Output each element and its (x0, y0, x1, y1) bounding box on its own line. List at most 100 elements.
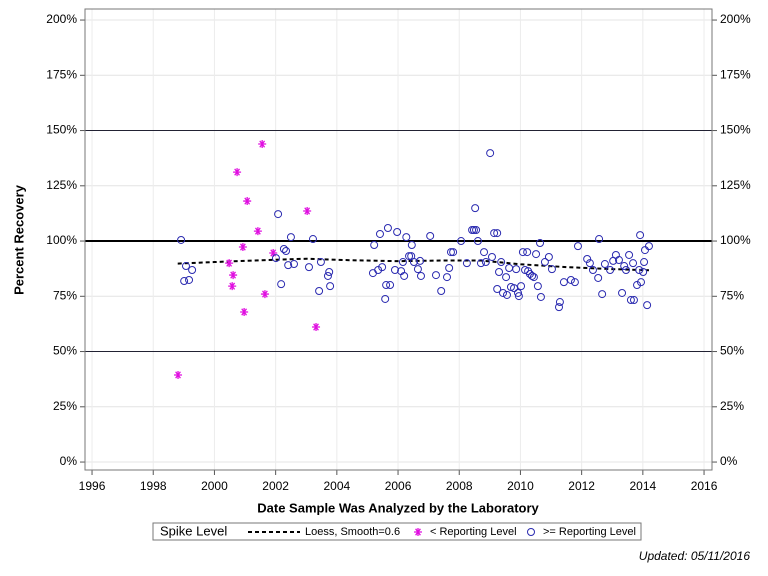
y2-tick-label: 175% (720, 67, 751, 81)
circle-point (566, 275, 575, 284)
y-tick-label: 50% (53, 344, 77, 358)
y2-tick-label: 150% (720, 123, 751, 137)
circle-point (279, 245, 288, 254)
circle-point (502, 273, 511, 282)
circle-point (502, 290, 511, 299)
x-tick-label: 1998 (140, 479, 167, 493)
y-tick-label: 125% (46, 178, 77, 192)
legend-label: Loess, Smooth=0.6 (305, 526, 400, 538)
star-point (225, 259, 234, 268)
circle-point (626, 296, 635, 305)
circle-point (606, 265, 615, 274)
circle-point (282, 246, 291, 255)
circle-point (614, 256, 623, 265)
star-point (258, 140, 267, 149)
y2-tick-label: 75% (720, 288, 744, 302)
circle-point (643, 301, 652, 310)
circle-point (325, 267, 334, 276)
y-tick-label: 100% (46, 233, 77, 247)
y-tick-label: 25% (53, 399, 77, 413)
circle-point (177, 235, 186, 244)
x-tick-label: 2002 (262, 479, 289, 493)
circle-point (588, 265, 597, 274)
legend-title: Spike Level (160, 523, 227, 538)
circle-point (316, 258, 325, 267)
circle-point (481, 258, 490, 267)
circle-point (277, 280, 286, 289)
circle-point (529, 273, 538, 282)
star-point (260, 290, 269, 299)
circle-point (290, 260, 298, 269)
circle-point (536, 292, 545, 301)
y-tick-label: 200% (46, 12, 77, 26)
y2-tick-label: 200% (720, 12, 751, 26)
circle-point (644, 242, 653, 251)
circle-point (378, 263, 387, 272)
circle-point (274, 210, 283, 219)
circle-point (443, 273, 452, 282)
circle-point (284, 261, 293, 270)
star-point (269, 248, 278, 257)
circle-point (407, 241, 416, 250)
circle-point (416, 256, 425, 265)
circle-point (374, 265, 383, 274)
legend-swatch (414, 528, 422, 536)
y-tick-label: 150% (46, 123, 77, 137)
circle-point (323, 271, 332, 280)
y2-tick-label: 125% (720, 178, 751, 192)
circle-point (493, 285, 502, 294)
footnote: Updated: 05/11/2016 (639, 549, 751, 563)
circle-point (398, 258, 407, 267)
circle-point (486, 149, 495, 158)
legend-label: >= Reporting Level (543, 526, 636, 538)
x-tick-label: 2012 (568, 479, 595, 493)
circle-point (629, 259, 638, 268)
x-tick-label: 2014 (629, 479, 656, 493)
star-point (238, 243, 247, 252)
circle-point (476, 259, 485, 268)
circle-point (381, 294, 390, 303)
circle-point (637, 278, 646, 287)
x-axis-label: Date Sample Was Analyzed by the Laborato… (257, 500, 539, 515)
circle-point (559, 278, 568, 287)
circle-point (431, 271, 440, 280)
x-tick-label: 2006 (385, 479, 412, 493)
circle-point (326, 282, 335, 291)
circle-point (472, 225, 481, 234)
circle-point (633, 281, 642, 290)
circle-point (286, 233, 295, 242)
star-point (312, 323, 321, 332)
circle-point (499, 288, 507, 297)
star-point (253, 227, 262, 236)
circle-point (402, 233, 411, 242)
legend-box (152, 522, 642, 541)
circle-point (618, 288, 627, 297)
circle-point (487, 252, 496, 261)
star-point (228, 282, 237, 291)
circle-point (536, 239, 545, 248)
circle-point (640, 258, 649, 267)
circle-point (547, 265, 556, 274)
circle-point (629, 296, 638, 305)
y2-tick-label: 100% (720, 233, 751, 247)
circle-point (532, 250, 541, 259)
circle-point (585, 259, 594, 268)
x-tick-label: 2004 (323, 479, 350, 493)
circle-point (469, 225, 478, 234)
circle-point (573, 242, 582, 251)
y2-tick-label: 50% (720, 344, 744, 358)
circle-point (445, 264, 454, 273)
circle-point (383, 224, 392, 233)
circle-point (405, 252, 414, 261)
circle-point (449, 248, 458, 257)
circle-point (583, 254, 592, 263)
circle-point (446, 248, 455, 257)
circle-point (625, 250, 634, 259)
circle-point (594, 273, 603, 282)
y-tick-label: 0% (60, 454, 78, 468)
legend-swatch (527, 528, 535, 536)
circle-point (181, 262, 190, 271)
circle-point (375, 229, 384, 238)
circle-point (493, 229, 502, 238)
